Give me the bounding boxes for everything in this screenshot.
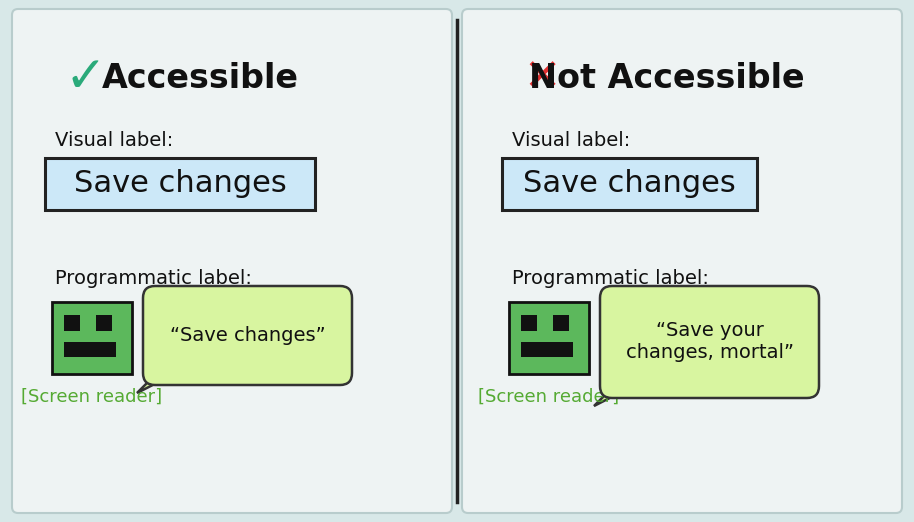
FancyBboxPatch shape: [45, 158, 315, 210]
FancyBboxPatch shape: [12, 9, 452, 513]
Text: Visual label:: Visual label:: [512, 130, 631, 149]
Text: Save changes: Save changes: [523, 170, 736, 198]
Text: Save changes: Save changes: [74, 170, 286, 198]
Text: [Screen reader]: [Screen reader]: [21, 388, 163, 406]
FancyBboxPatch shape: [64, 315, 80, 331]
FancyBboxPatch shape: [521, 315, 537, 331]
Text: Programmatic label:: Programmatic label:: [55, 268, 252, 288]
FancyBboxPatch shape: [521, 341, 573, 358]
FancyBboxPatch shape: [52, 302, 132, 374]
FancyBboxPatch shape: [143, 286, 352, 385]
Text: [Screen reader]: [Screen reader]: [478, 388, 620, 406]
FancyBboxPatch shape: [600, 286, 819, 398]
FancyBboxPatch shape: [509, 302, 589, 374]
Text: “Save changes”: “Save changes”: [170, 326, 325, 345]
Text: Visual label:: Visual label:: [55, 130, 174, 149]
FancyBboxPatch shape: [96, 315, 112, 331]
Text: Not Accessible: Not Accessible: [529, 62, 805, 94]
Polygon shape: [594, 378, 649, 406]
Text: Programmatic label:: Programmatic label:: [512, 268, 709, 288]
Polygon shape: [137, 365, 192, 393]
Text: ✕: ✕: [524, 56, 560, 100]
FancyBboxPatch shape: [462, 9, 902, 513]
Text: “Save your
changes, mortal”: “Save your changes, mortal”: [625, 322, 793, 362]
FancyBboxPatch shape: [553, 315, 569, 331]
FancyBboxPatch shape: [502, 158, 757, 210]
Text: Accessible: Accessible: [101, 62, 299, 94]
Text: ✓: ✓: [64, 54, 106, 102]
FancyBboxPatch shape: [64, 341, 116, 358]
